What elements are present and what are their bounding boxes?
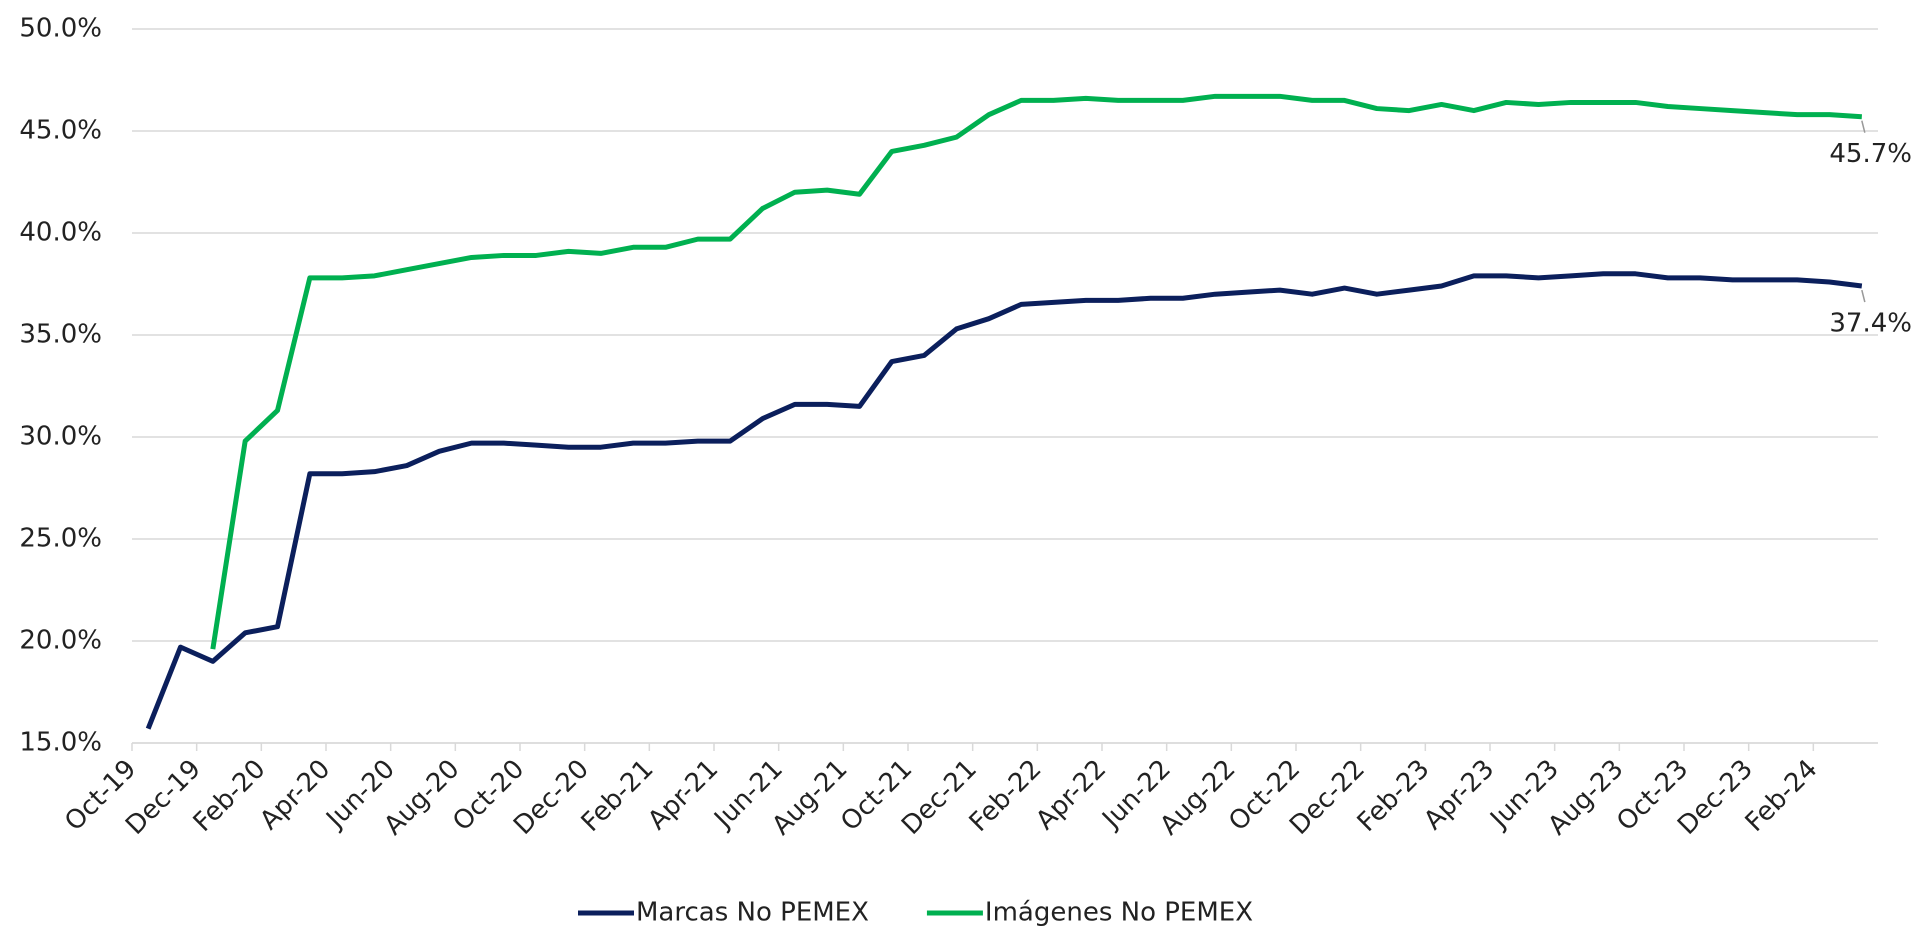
x-tick-label: Feb-22	[964, 754, 1048, 838]
x-tick-label: Apr-22	[1030, 754, 1112, 836]
x-tick-label: Apr-21	[642, 754, 724, 836]
y-tick-label: 20.0%	[19, 626, 102, 656]
label-leader	[1861, 289, 1866, 303]
legend-label: Marcas No PEMEX	[636, 898, 869, 928]
series-line	[210, 93, 1862, 650]
series-line	[145, 271, 1863, 730]
y-tick-label: 15.0%	[19, 728, 102, 758]
x-tick-label: Feb-24	[1740, 754, 1824, 838]
y-tick-label: 35.0%	[19, 320, 102, 350]
data-label: 45.7%	[1829, 139, 1912, 169]
y-tick-label: 45.0%	[19, 116, 102, 146]
y-tick-label: 50.0%	[19, 14, 102, 44]
legend-label: Imágenes No PEMEX	[985, 898, 1253, 928]
label-leader	[1861, 120, 1866, 133]
y-tick-label: 30.0%	[19, 422, 102, 452]
x-tick-label: Apr-20	[254, 754, 336, 836]
x-tick-label: Feb-23	[1352, 754, 1436, 838]
data-label: 37.4%	[1829, 309, 1912, 339]
x-tick-label: Apr-23	[1418, 754, 1500, 836]
x-tick-label: Feb-20	[188, 754, 272, 838]
y-tick-label: 40.0%	[19, 218, 102, 248]
y-tick-label: 25.0%	[19, 524, 102, 554]
x-tick-label: Feb-21	[576, 754, 660, 838]
